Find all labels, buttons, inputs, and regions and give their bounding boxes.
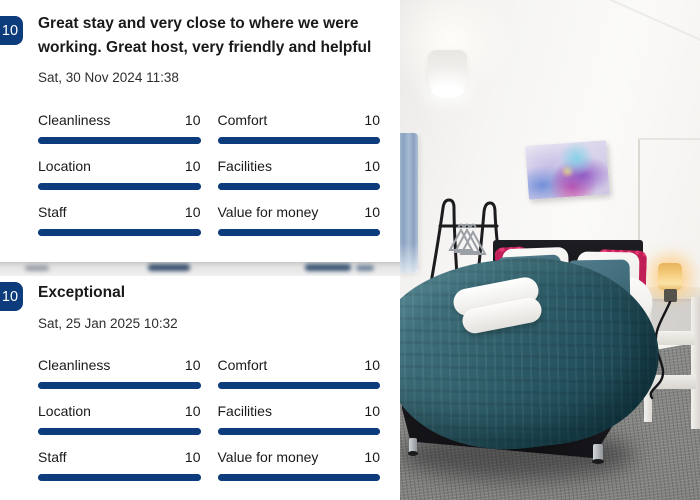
rating-value: 10: [184, 356, 201, 373]
rating-label: Facilities: [217, 158, 272, 174]
table-lamp: [658, 263, 682, 290]
rating-row: Location 10: [38, 403, 201, 435]
rating-label: Staff: [38, 204, 67, 220]
review-score-badge: 10: [0, 16, 23, 45]
rating-bar: [217, 183, 380, 190]
abstract-painting: [525, 140, 610, 200]
rating-value: 10: [364, 112, 380, 128]
rating-value: 10: [184, 204, 201, 220]
rating-bar-fill: [38, 427, 201, 435]
rating-bar-fill: [38, 137, 201, 144]
review-date: Sat, 25 Jan 2025 10:32: [38, 315, 178, 331]
rating-bar: [217, 381, 380, 389]
rating-row: Comfort 10: [217, 112, 380, 144]
rating-value: 10: [364, 356, 380, 373]
rating-row: Value for money 10: [217, 448, 380, 481]
rating-bar: [217, 427, 380, 435]
rating-row: Cleanliness 10: [38, 112, 201, 144]
rating-bar-fill: [38, 183, 201, 190]
rating-bar-fill: [38, 381, 201, 389]
rating-bar-fill: [217, 229, 380, 236]
rating-value: 10: [364, 402, 380, 419]
rating-label: Cleanliness: [38, 112, 111, 128]
rating-bar: [38, 381, 201, 389]
rating-value: 10: [364, 204, 380, 220]
rating-bar: [38, 137, 201, 144]
rating-row: Cleanliness 10: [38, 357, 201, 389]
reviews-panel: 10 Great stay and very close to where we…: [0, 0, 400, 500]
rating-label: Facilities: [217, 402, 272, 419]
rating-bar: [217, 137, 380, 144]
bedroom-photo[interactable]: [400, 0, 700, 500]
rating-bar-fill: [217, 473, 380, 481]
rating-label: Comfort: [217, 112, 268, 128]
rating-bar: [217, 229, 380, 236]
bed-foot: [592, 444, 604, 464]
ceiling-seam-line: [599, 0, 700, 49]
rating-label: Value for money: [217, 204, 319, 220]
rating-value: 10: [184, 112, 201, 128]
rating-bar-fill: [217, 427, 380, 435]
rating-row: Location 10: [38, 158, 201, 190]
rating-bar: [38, 229, 201, 236]
rating-value: 10: [364, 448, 380, 465]
rating-value: 10: [364, 158, 380, 174]
rating-value: 10: [184, 402, 201, 419]
rating-label: Location: [38, 402, 91, 419]
ratings-grid: Cleanliness 10 Comfort 10 Location 10 Facil…: [38, 112, 380, 236]
review-date: Sat, 30 Nov 2024 11:38: [38, 70, 179, 85]
table-lamp-base: [664, 289, 677, 302]
rating-label: Location: [38, 158, 91, 174]
lamp-cable: [649, 300, 672, 400]
review-score-badge: 10: [0, 282, 23, 311]
rating-label: Cleanliness: [38, 356, 111, 373]
rating-row: Facilities 10: [217, 402, 380, 435]
rating-label: Comfort: [217, 356, 268, 373]
rating-row: Comfort 10: [217, 356, 380, 389]
rating-value: 10: [184, 448, 201, 465]
bed-foot: [408, 438, 418, 456]
rating-bar-fill: [217, 183, 380, 190]
rating-row: Value for money 10: [217, 204, 380, 236]
rating-row: Staff 10: [38, 449, 201, 481]
review-title: Exceptional: [38, 284, 125, 301]
review-title: Great stay and very close to where we we…: [38, 15, 372, 56]
rating-bar-fill: [38, 229, 201, 236]
rating-bar: [217, 473, 380, 481]
rating-label: Staff: [38, 448, 67, 465]
rating-bar: [38, 183, 201, 190]
blue-curtain: [400, 133, 418, 273]
wall-recess-top: [638, 138, 700, 140]
ceiling-lamp: [428, 50, 467, 98]
rating-bar: [38, 427, 201, 435]
rating-label: Value for money: [217, 448, 319, 465]
wall-recess-edge: [638, 140, 640, 292]
rating-row: Staff 10: [38, 204, 201, 236]
ratings-grid: Cleanliness 10 Comfort 10 Location 10 Facil…: [38, 357, 380, 481]
review-card: 10 Exceptional Sat, 25 Jan 2025 10:32 Cl…: [0, 276, 400, 500]
rating-bar: [38, 473, 201, 481]
screenshot-seam-divider: [0, 262, 400, 276]
rating-row: Facilities 10: [217, 158, 380, 190]
review-card: 10 Great stay and very close to where we…: [0, 0, 400, 262]
rating-bar-fill: [38, 473, 201, 481]
rating-bar-fill: [217, 381, 380, 389]
rating-value: 10: [184, 158, 201, 174]
rating-bar-fill: [217, 137, 380, 144]
